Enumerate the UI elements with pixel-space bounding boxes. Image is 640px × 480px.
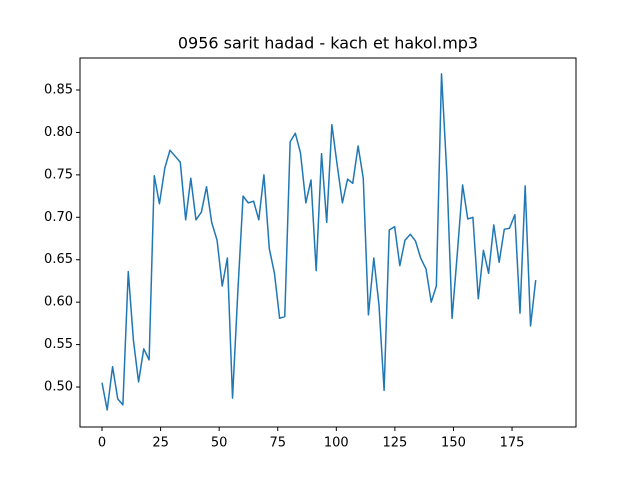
x-tick-label: 25	[152, 436, 169, 451]
x-tick-label: 150	[441, 436, 466, 451]
x-tick-label: 75	[269, 436, 286, 451]
y-tick-label: 0.85	[44, 82, 73, 97]
x-tick-label: 175	[500, 436, 525, 451]
chart-title: 0956 sarit hadad - kach et hakol.mp3	[178, 34, 478, 53]
y-tick-label: 0.70	[44, 210, 73, 225]
y-tick-label: 0.55	[44, 337, 73, 352]
axes-frame	[79, 57, 577, 428]
x-tick-label: 50	[211, 436, 228, 451]
y-tick-label: 0.65	[44, 252, 73, 267]
y-tick-label: 0.75	[44, 167, 73, 182]
x-tick-label: 0	[98, 436, 106, 451]
x-tick-label: 125	[382, 436, 407, 451]
y-tick-label: 0.80	[44, 125, 73, 140]
y-tick-label: 0.50	[44, 380, 73, 395]
x-tick-label: 100	[324, 436, 349, 451]
data-line	[101, 73, 537, 411]
y-tick-label: 0.60	[44, 295, 73, 310]
